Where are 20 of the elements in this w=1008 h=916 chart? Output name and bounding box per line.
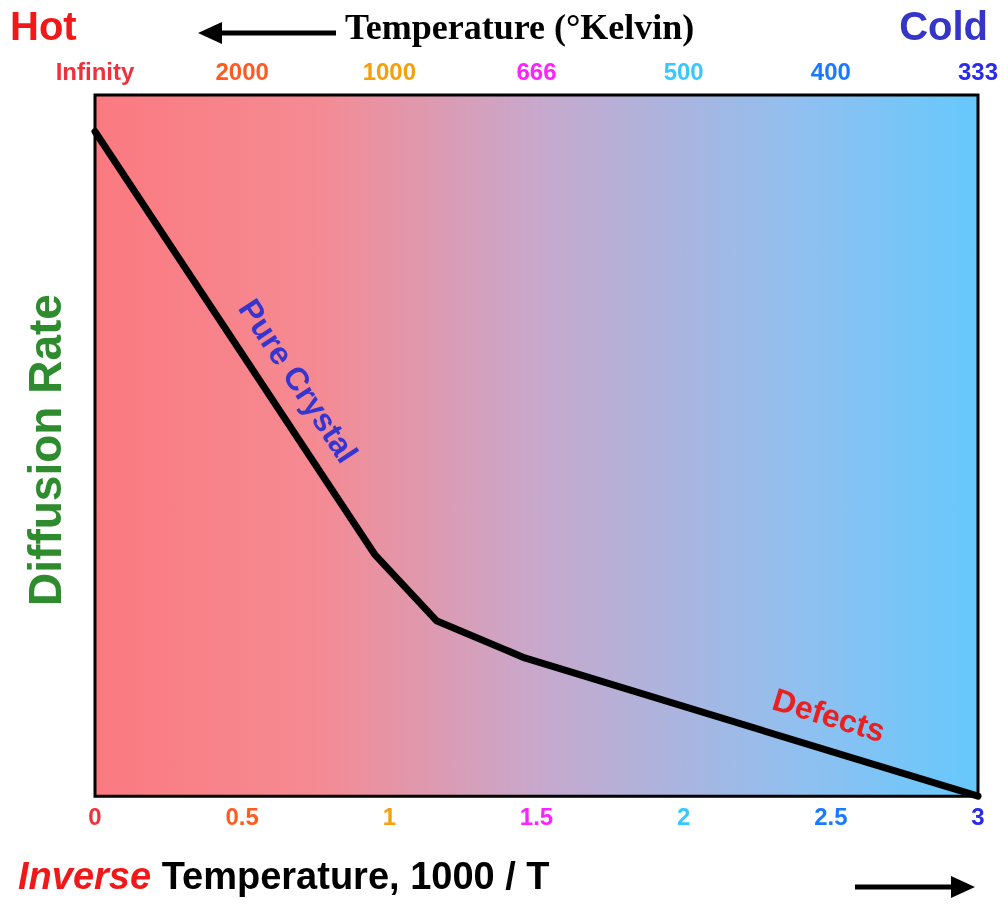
y-axis-title: Diffusion Rate xyxy=(18,294,72,606)
text: 500 xyxy=(663,57,704,85)
x2-axis-title: Temperature (°Kelvin) xyxy=(345,6,695,48)
text: 2000 xyxy=(215,57,269,85)
x-axis-title: Inverse Temperature, 1000 / T xyxy=(18,855,550,897)
x-tick-label: 2 xyxy=(676,803,691,831)
text: Cold xyxy=(899,4,988,49)
text: 333 xyxy=(957,57,999,85)
annotation: Defects xyxy=(768,680,890,750)
x-tick-label: 0.5 xyxy=(225,803,259,831)
x-tick-label: 1 xyxy=(382,803,397,831)
text: Infinity xyxy=(55,57,135,85)
text: Hot xyxy=(10,4,77,49)
text: 1000 xyxy=(362,57,417,85)
x-tick-label: 0 xyxy=(88,803,102,831)
x-tick-label: 3 xyxy=(971,803,985,831)
x-tick-label: 2.5 xyxy=(814,803,848,831)
text: 400 xyxy=(810,57,851,85)
x-tick-label: 1.5 xyxy=(519,803,554,831)
text: 666 xyxy=(516,57,557,85)
